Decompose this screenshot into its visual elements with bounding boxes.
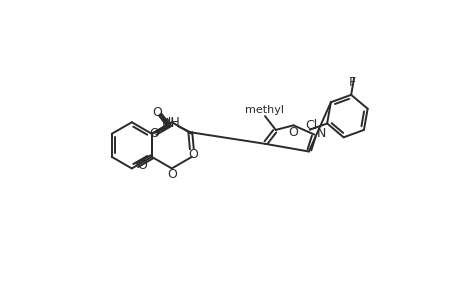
Text: N: N — [316, 127, 325, 140]
Text: O: O — [136, 159, 146, 172]
Text: O: O — [149, 127, 158, 140]
Text: F: F — [348, 76, 355, 89]
Text: NH: NH — [161, 116, 180, 129]
Text: O: O — [188, 148, 198, 161]
Text: Cl: Cl — [304, 119, 317, 132]
Text: N: N — [164, 116, 174, 130]
Text: O: O — [167, 168, 177, 181]
Text: O: O — [288, 126, 298, 139]
Text: methyl: methyl — [244, 105, 283, 115]
Text: O: O — [152, 106, 162, 119]
